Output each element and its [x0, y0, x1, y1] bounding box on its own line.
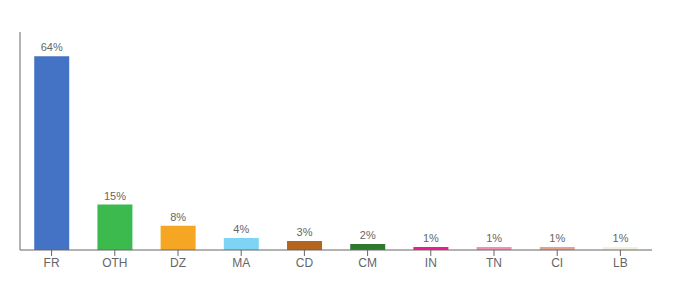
- svg-text:MA: MA: [232, 256, 250, 270]
- svg-text:TN: TN: [486, 256, 502, 270]
- svg-text:15%: 15%: [104, 190, 126, 202]
- svg-text:CD: CD: [296, 256, 314, 270]
- svg-text:LB: LB: [613, 256, 628, 270]
- svg-text:64%: 64%: [41, 41, 63, 53]
- svg-text:3%: 3%: [297, 226, 313, 238]
- svg-text:FR: FR: [44, 256, 60, 270]
- svg-text:1%: 1%: [549, 232, 565, 244]
- svg-text:2%: 2%: [360, 229, 376, 241]
- svg-text:4%: 4%: [233, 223, 249, 235]
- svg-text:DZ: DZ: [170, 256, 186, 270]
- svg-text:1%: 1%: [423, 232, 439, 244]
- svg-text:8%: 8%: [170, 211, 186, 223]
- svg-text:1%: 1%: [613, 232, 629, 244]
- svg-text:CM: CM: [358, 256, 377, 270]
- svg-text:CI: CI: [551, 256, 563, 270]
- svg-text:OTH: OTH: [102, 256, 127, 270]
- svg-text:1%: 1%: [486, 232, 502, 244]
- svg-text:IN: IN: [425, 256, 437, 270]
